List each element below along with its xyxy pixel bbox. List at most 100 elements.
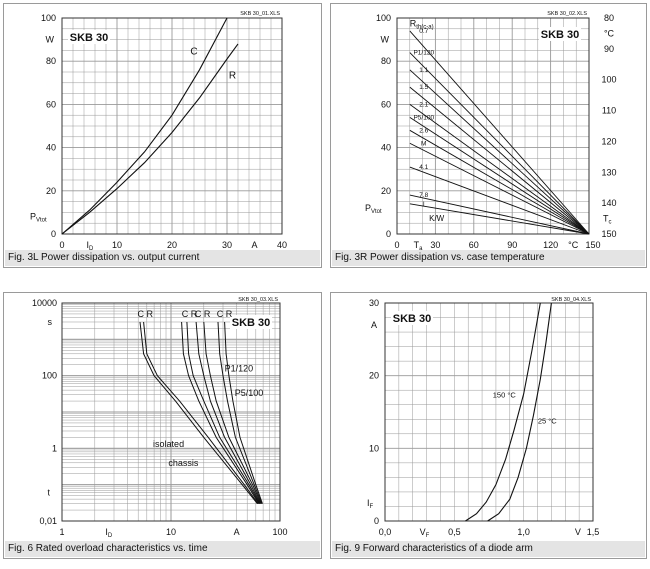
series-label-150c: 150 °C (493, 390, 517, 399)
rth-line (409, 194, 590, 235)
rth-label: Rth(c-a) (410, 19, 434, 31)
x-axis-label: ID (87, 240, 95, 252)
overload-curve (217, 321, 263, 504)
rth-line-label: P1/120 (413, 50, 434, 57)
diode-curve-150c (465, 302, 541, 522)
curve-label-cr: C R (137, 309, 153, 319)
x-tick-label: 10 (112, 240, 122, 250)
x-tick-label: 0 (394, 240, 399, 250)
chart-badge: SKB 30 (70, 32, 109, 44)
overload-curve (139, 321, 258, 505)
rth-line-label: 0.7 (419, 28, 428, 35)
y-tick-label: 80 (381, 56, 391, 66)
rth-line-label: 1.1 (419, 67, 428, 74)
y-tick-label: 100 (376, 13, 391, 23)
y-tick-label: 100 (41, 13, 56, 23)
right-axis-label: Tc (603, 214, 612, 226)
overload-curve (195, 321, 261, 504)
fig-3l-panel: 0 10 20 30 40 A ID 0 20 40 60 80 100 W PVtot SKB 30_01.… (3, 3, 322, 268)
x-tick-label: 10 (166, 527, 176, 537)
x-axis-label: VF (420, 527, 430, 539)
y-tick-label: 20 (46, 186, 56, 196)
rth-line (409, 86, 590, 235)
y-axis-label: PVtot (30, 212, 47, 224)
y-tick-label: 80 (46, 56, 56, 66)
x-unit-label: V (575, 527, 581, 537)
fig-9-caption: Fig. 9 Forward characteristics of a diod… (332, 541, 645, 557)
rth-line-label: P5/100 (413, 114, 434, 121)
x-tick-label: 20 (167, 240, 177, 250)
file-tag: SKB 30_01.XLS (240, 11, 280, 17)
chart-badge-bg (539, 27, 581, 41)
right-tick-label: 140 (601, 198, 616, 208)
y-tick-label: 0 (374, 516, 379, 526)
x-tick-label: 60 (469, 240, 479, 250)
y-tick-label: 40 (381, 143, 391, 153)
chart-badge: SKB 30 (232, 317, 271, 329)
overload-curve (224, 321, 263, 504)
plot-frame (384, 302, 594, 522)
curve-label-cr: C R (217, 309, 233, 319)
rth-line-label: 7.8 (419, 192, 428, 199)
curve-label-cr: C R (195, 309, 211, 319)
rth-line (409, 52, 590, 235)
overload-curve (143, 321, 259, 504)
right-tick-label: 90 (604, 44, 614, 54)
chart-badge-bg (391, 311, 433, 325)
plot-frame (61, 302, 281, 522)
right-unit-label: °C (604, 28, 615, 38)
fig-3l-chart: 0 10 20 30 40 A ID 0 20 40 60 80 100 W PVtot SKB 30_01.… (30, 11, 287, 252)
y-tick-label: 60 (46, 99, 56, 109)
x-tick-label: 100 (272, 527, 287, 537)
y-axis-label: IF (367, 498, 374, 510)
curve-label-cr: C R (182, 309, 198, 319)
rth-line-label: 1.5 (419, 84, 428, 91)
file-tag: SKB 30_02.XLS (547, 11, 587, 17)
series-label-c: C (190, 47, 197, 58)
annotation-p1-120: P1/120 (225, 364, 254, 374)
chart-badge: SKB 30 (393, 313, 432, 325)
y-tick-label: 20 (381, 186, 391, 196)
rth-line-label: I (423, 201, 425, 208)
rth-line (409, 166, 590, 235)
x-axis-label: Ta (414, 240, 424, 252)
right-tick-label: 150 (601, 229, 616, 239)
rth-line (409, 69, 590, 235)
x-tick-label: 1 (59, 527, 64, 537)
y-tick-label: 40 (46, 143, 56, 153)
series-line-r (61, 43, 239, 235)
x-unit-label: °C (568, 240, 579, 250)
x-unit-label: A (234, 527, 240, 537)
rth-line-label: 2.1 (419, 101, 428, 108)
overload-curve (181, 321, 260, 504)
rth-line (409, 203, 590, 235)
x-tick-label: 90 (507, 240, 517, 250)
plot-frame (61, 17, 283, 235)
y-tick-label: 30 (369, 298, 379, 308)
x-tick-label: 0,5 (448, 527, 461, 537)
y-axis-label: t (47, 488, 50, 498)
rth-unit-label: K/W (429, 214, 445, 223)
y-tick-label: 0,01 (39, 516, 57, 526)
fig-6-caption: Fig. 6 Rated overload characteristics vs… (5, 541, 320, 557)
rth-line (409, 104, 590, 235)
chart-badge-bg (230, 315, 272, 329)
fig-6-panel: 1 10 100 A ID 0,01 1 100 10000 s t SKB 30_03.XLS SKB… (3, 292, 322, 559)
y-tick-label: 0 (386, 229, 391, 239)
rth-line-label: 2.6 (419, 127, 428, 134)
right-tick-label: 120 (601, 136, 616, 146)
x-tick-label: 1,0 (517, 527, 530, 537)
rth-line-label: M (421, 140, 426, 147)
series-line-c (61, 17, 228, 235)
annotation-p5-100: P5/100 (235, 388, 264, 398)
x-tick-label: 40 (277, 240, 287, 250)
fig-3r-chart: 0 30 60 90 120 150 °C Ta 0 20 40 60 80 100 W PVtot 80 90 1… (365, 11, 617, 252)
right-tick-label: 100 (601, 75, 616, 85)
x-tick-label: 150 (585, 240, 600, 250)
series-label-r: R (229, 70, 236, 81)
y-tick-label: 20 (369, 371, 379, 381)
y-tick-label: 10 (369, 443, 379, 453)
x-tick-label: 0,0 (379, 527, 392, 537)
series-label-25c: 25 °C (538, 417, 557, 426)
